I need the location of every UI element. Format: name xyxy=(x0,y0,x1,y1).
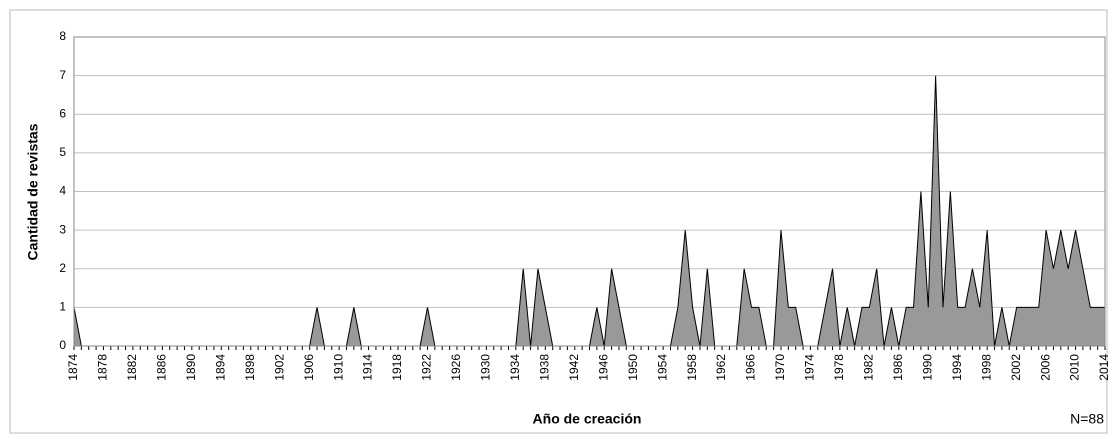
y-tick-label: 1 xyxy=(59,300,66,314)
x-tick-label: 1894 xyxy=(213,354,227,381)
x-tick-label: 1962 xyxy=(714,354,728,381)
x-tick-label: 2010 xyxy=(1068,354,1082,381)
x-tick-label: 1918 xyxy=(390,354,404,381)
y-axis-label: Cantidad de revistas xyxy=(25,123,41,260)
y-tick-label: 8 xyxy=(59,29,66,43)
annotation: N=88 xyxy=(1070,411,1104,427)
x-tick-label: 2014 xyxy=(1097,354,1111,381)
x-tick-label: 1966 xyxy=(744,354,758,381)
y-tick-label: 0 xyxy=(59,338,66,352)
x-tick-label: 1886 xyxy=(155,354,169,381)
x-tick-label: 1934 xyxy=(508,354,522,381)
y-tick-label: 2 xyxy=(59,261,66,275)
x-tick-label: 1926 xyxy=(449,354,463,381)
plot-border xyxy=(73,36,1106,347)
y-tick-label: 4 xyxy=(59,184,66,198)
x-tick-label: 1902 xyxy=(272,354,286,381)
x-tick-label: 1878 xyxy=(96,354,110,381)
x-tick-label: 1982 xyxy=(862,354,876,381)
x-tick-label: 1922 xyxy=(420,354,434,381)
y-tick-label: 6 xyxy=(59,106,66,120)
x-tick-label: 1978 xyxy=(832,354,846,381)
x-tick-label: 1954 xyxy=(655,354,669,381)
x-axis-label: Año de creación xyxy=(533,411,642,427)
x-tick-label: 1946 xyxy=(596,354,610,381)
x-tick-label: 1942 xyxy=(567,354,581,381)
x-tick-label: 1974 xyxy=(803,354,817,381)
y-tick-label: 5 xyxy=(59,145,66,159)
x-tick-label: 2002 xyxy=(1009,354,1023,381)
x-tick-label: 1998 xyxy=(979,354,993,381)
x-tick-label: 1950 xyxy=(626,354,640,381)
x-tick-label: 1890 xyxy=(184,354,198,381)
x-tick-label: 1910 xyxy=(331,354,345,381)
x-tick-label: 1882 xyxy=(125,354,139,381)
x-tick-label: 1958 xyxy=(685,354,699,381)
chart-frame xyxy=(9,9,1108,434)
y-tick-label: 7 xyxy=(59,68,66,82)
x-tick-label: 2006 xyxy=(1038,354,1052,381)
x-tick-label: 1994 xyxy=(950,354,964,381)
y-tick-label: 3 xyxy=(59,222,66,236)
x-tick-label: 1986 xyxy=(891,354,905,381)
x-tick-label: 1914 xyxy=(361,354,375,381)
x-tick-label: 1930 xyxy=(479,354,493,381)
x-tick-label: 1898 xyxy=(243,354,257,381)
x-tick-label: 1938 xyxy=(537,354,551,381)
x-tick-label: 1990 xyxy=(920,354,934,381)
x-tick-label: 1970 xyxy=(773,354,787,381)
x-tick-label: 1874 xyxy=(66,354,80,381)
x-tick-label: 1906 xyxy=(302,354,316,381)
